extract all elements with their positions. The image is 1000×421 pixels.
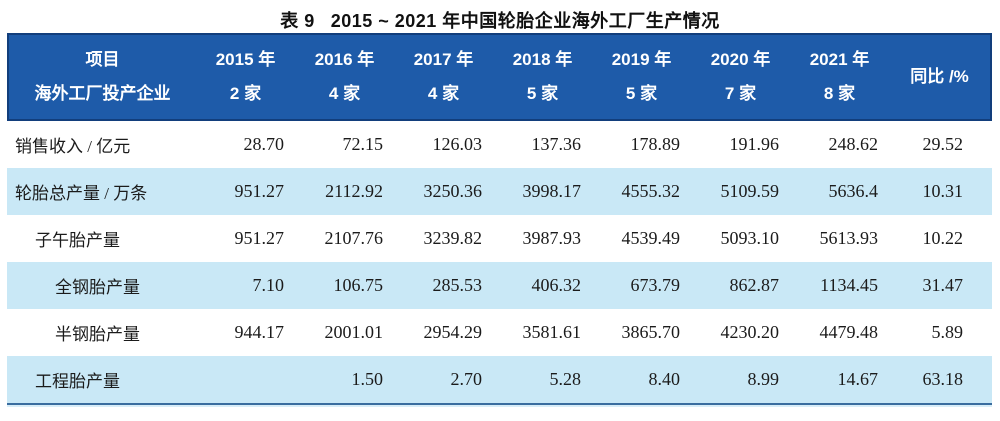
cell: 4539.49: [621, 228, 681, 248]
cell: 248.62: [828, 134, 879, 154]
row-label: 轮胎总产量 / 万条: [15, 184, 148, 203]
header-count: 5 家: [625, 83, 658, 103]
cell: 8.40: [648, 369, 681, 389]
header-count: 5 家: [526, 83, 559, 103]
cell: 2112.92: [325, 181, 383, 201]
cell: 3239.82: [423, 228, 483, 248]
cell: 3581.61: [522, 322, 582, 342]
table-bottom-rule: [7, 403, 992, 405]
table-row-semi-steel-tire-output: 半钢胎产量 944.17 2001.01 2954.29 3581.61 386…: [7, 309, 992, 356]
cell-yoy: 10.31: [922, 181, 964, 201]
cell: 4479.48: [819, 322, 879, 342]
cell-yoy: 10.22: [922, 228, 964, 248]
cell: 2001.01: [324, 322, 384, 342]
header-col-2016: 2016 年 4 家: [295, 35, 394, 119]
table-header: 项目 海外工厂投产企业 2015 年 2 家 2016 年 4 家 2017 年…: [7, 33, 992, 121]
header-year: 2019 年: [611, 49, 672, 69]
header-count: 7 家: [724, 83, 757, 103]
header-count: 4 家: [328, 83, 361, 103]
cell: 2954.29: [423, 322, 483, 342]
cell: 4230.20: [720, 322, 780, 342]
cell: 72.15: [342, 134, 384, 154]
cell: 28.70: [243, 134, 285, 154]
cell: 406.32: [531, 275, 582, 295]
row-label: 工程胎产量: [35, 372, 120, 391]
header-item-sublabel: 海外工厂投产企业: [34, 83, 171, 103]
header-count: 2 家: [229, 83, 262, 103]
table-number: 表 9: [280, 11, 315, 31]
table-title: 表 9 2015 ~ 2021 年中国轮胎企业海外工厂生产情况: [0, 0, 1000, 33]
row-label: 销售收入 / 亿元: [15, 137, 131, 156]
header-col-2017: 2017 年 4 家: [394, 35, 493, 119]
cell-yoy: 63.18: [922, 369, 964, 389]
header-item-label: 项目: [85, 49, 120, 69]
header-yoy-label: 同比 /%: [910, 66, 969, 86]
header-count: 8 家: [823, 83, 856, 103]
table-row-radial-tire-output: 子午胎产量 951.27 2107.76 3239.82 3987.93 453…: [7, 215, 992, 262]
header-count: 4 家: [427, 83, 460, 103]
row-label: 全钢胎产量: [55, 278, 140, 297]
cell: 1134.45: [820, 275, 878, 295]
header-year: 2016 年: [314, 49, 375, 69]
table-row-total-tire-output: 轮胎总产量 / 万条 951.27 2112.92 3250.36 3998.1…: [7, 168, 992, 215]
table-row-engineering-tire-output: 工程胎产量 1.50 2.70 5.28 8.40 8.99 14.67 63.…: [7, 356, 992, 403]
cell: 5636.4: [828, 181, 879, 201]
cell: 137.36: [531, 134, 582, 154]
header-col-2015: 2015 年 2 家: [196, 35, 295, 119]
cell: 3250.36: [423, 181, 483, 201]
cell: 4555.32: [621, 181, 681, 201]
cell: 106.75: [333, 275, 384, 295]
header-col-2020: 2020 年 7 家: [691, 35, 790, 119]
cell: 1.50: [351, 369, 384, 389]
cell: 191.96: [729, 134, 780, 154]
cell: 7.10: [252, 275, 285, 295]
cell: 14.67: [837, 369, 879, 389]
cell: 285.53: [432, 275, 483, 295]
cell: 3865.70: [621, 322, 681, 342]
table-row-sales-revenue: 销售收入 / 亿元 28.70 72.15 126.03 137.36 178.…: [7, 121, 992, 168]
table-row-all-steel-tire-output: 全钢胎产量 7.10 106.75 285.53 406.32 673.79 8…: [7, 262, 992, 309]
cell: 2.70: [450, 369, 483, 389]
cell: 8.99: [747, 369, 780, 389]
cell: 5613.93: [819, 228, 879, 248]
cell: 951.27: [234, 181, 285, 201]
header-item-column: 项目 海外工厂投产企业: [9, 35, 196, 119]
cell: 862.87: [729, 275, 780, 295]
production-table: 项目 海外工厂投产企业 2015 年 2 家 2016 年 4 家 2017 年…: [7, 33, 992, 407]
header-year: 2018 年: [512, 49, 573, 69]
cell: 126.03: [432, 134, 483, 154]
table-title-text: 2015 ~ 2021 年中国轮胎企业海外工厂生产情况: [330, 11, 720, 31]
cell: 944.17: [234, 322, 285, 342]
cell-yoy: 5.89: [931, 322, 964, 342]
cell: 5109.59: [720, 181, 780, 201]
table-bottom-rule-highlight: [7, 405, 992, 407]
cell: 5.28: [549, 369, 582, 389]
row-label: 半钢胎产量: [55, 325, 140, 344]
cell: 5093.10: [720, 228, 780, 248]
cell: 3987.93: [522, 228, 582, 248]
header-year: 2015 年: [215, 49, 276, 69]
cell: 178.89: [630, 134, 681, 154]
header-col-yoy: 同比 /%: [889, 35, 990, 119]
header-year: 2021 年: [809, 49, 870, 69]
row-label: 子午胎产量: [35, 231, 120, 250]
header-col-2021: 2021 年 8 家: [790, 35, 889, 119]
cell: 673.79: [630, 275, 681, 295]
header-year: 2020 年: [710, 49, 771, 69]
header-year: 2017 年: [413, 49, 474, 69]
header-col-2019: 2019 年 5 家: [592, 35, 691, 119]
cell: 3998.17: [522, 181, 582, 201]
header-col-2018: 2018 年 5 家: [493, 35, 592, 119]
cell-yoy: 29.52: [922, 134, 964, 154]
cell: 951.27: [234, 228, 285, 248]
cell: 2107.76: [324, 228, 384, 248]
cell-yoy: 31.47: [922, 275, 964, 295]
